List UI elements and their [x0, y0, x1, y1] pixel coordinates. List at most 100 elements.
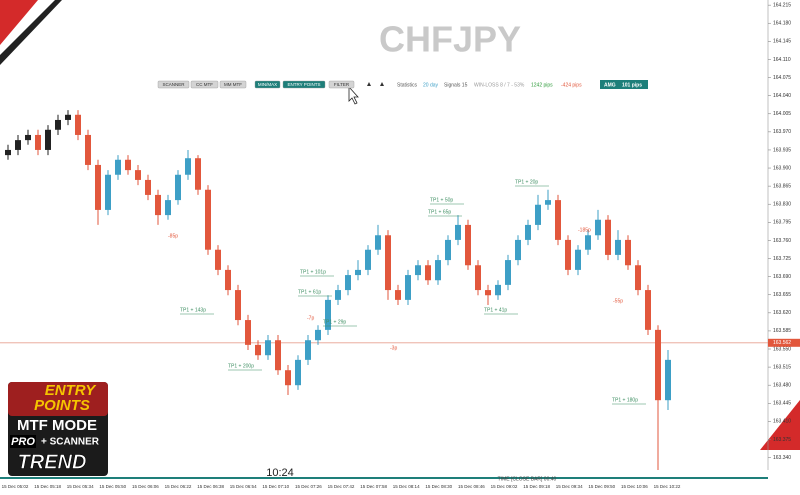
candle-body [65, 114, 71, 120]
x-tick-label: 15 Dec 07:42 [328, 484, 355, 489]
y-tick-label: 163.795 [773, 220, 791, 226]
annotation: TP1 + 20p [515, 179, 538, 185]
toolbar-button[interactable] [282, 80, 326, 89]
corner-stripe [0, 0, 62, 65]
candle-body [115, 159, 121, 175]
x-tick-label: 15 Dec 07:58 [360, 484, 387, 489]
candle-body [665, 359, 671, 401]
toolbar-button[interactable] [254, 80, 281, 89]
candle-body [255, 344, 261, 356]
toolbar-button-label[interactable]: SCANNER [162, 82, 185, 87]
toolbar-button-label[interactable]: MIN/MAX [258, 82, 277, 87]
x-tick-label: 15 Dec 09:50 [588, 484, 615, 489]
y-tick-label: 163.900 [773, 165, 791, 171]
candle-body [25, 134, 31, 141]
candle-body [615, 239, 621, 255]
clock: 10:24 [266, 467, 294, 479]
arrow-icon [380, 82, 384, 86]
candle-body [45, 129, 51, 150]
logo-text: ENTRY [45, 382, 98, 399]
logo-band [8, 382, 108, 416]
candle-body [265, 340, 271, 356]
candle-body [415, 265, 421, 276]
toolbar-button[interactable] [157, 80, 190, 89]
candle-body [135, 170, 141, 180]
annotation: -185p [578, 227, 591, 233]
x-tick-label: 15 Dec 10:22 [654, 484, 681, 489]
candle-body [5, 149, 11, 156]
y-tick-label: 163.690 [773, 274, 791, 280]
y-tick-label: 164.005 [773, 111, 791, 117]
annotation: TP1 + 65p [428, 209, 451, 215]
annotation: TP1 + 50p [430, 197, 453, 203]
candle-body [575, 249, 581, 270]
candle-body [105, 174, 111, 210]
annotation: -55p [613, 298, 623, 304]
candle-body [485, 290, 491, 296]
y-tick-label: 163.760 [773, 238, 791, 244]
stat-profit: 1242 pips [531, 82, 553, 88]
candle-body [315, 329, 321, 341]
candle-body [195, 158, 201, 190]
x-tick-label: 15 Dec 06:22 [165, 484, 192, 489]
annotation: -3p [390, 345, 397, 351]
price-line-label: 163.562 [773, 340, 791, 346]
x-tick-label: 15 Dec 09:18 [523, 484, 550, 489]
candle-body [585, 235, 591, 250]
x-tick-label: 15 Dec 08:30 [425, 484, 452, 489]
candle-body [455, 224, 461, 240]
candle-body [555, 200, 561, 240]
y-tick-label: 164.075 [773, 75, 791, 81]
toolbar-button[interactable] [219, 80, 247, 89]
logo-text: TREND [18, 451, 87, 473]
stat-win-loss: WIN-LOSS 8 / 7 - 53% [474, 82, 525, 88]
y-tick-label: 163.585 [773, 328, 791, 334]
x-tick-label: 15 Dec 05:50 [99, 484, 126, 489]
stat-days: 20 day [423, 82, 439, 88]
toolbar-button-label[interactable]: ENTRY POINTS [287, 82, 320, 87]
annotation: TP1 + 61p [298, 289, 321, 295]
candle-body [595, 219, 601, 236]
candle-body [125, 159, 131, 171]
candle-body [345, 275, 351, 291]
stat-label: Statistics [397, 82, 418, 88]
candle-body [445, 239, 451, 261]
candle-body [305, 340, 311, 360]
toolbar-button[interactable] [328, 80, 355, 89]
candle-body [635, 265, 641, 291]
y-tick-label: 163.620 [773, 310, 791, 316]
toolbar-button[interactable] [190, 80, 219, 89]
logo-pro-box [10, 435, 36, 448]
annotation: TP1 + 29p [323, 319, 346, 325]
y-tick-label: 163.725 [773, 256, 791, 262]
toolbar-button-label[interactable]: CC MTF [196, 82, 213, 87]
candle-body [425, 265, 431, 281]
annotation: TP1 + 200p [228, 363, 254, 369]
y-tick-label: 164.040 [773, 93, 791, 99]
candle-body [625, 239, 631, 266]
y-tick-label: 163.550 [773, 346, 791, 352]
candle-body [295, 359, 301, 386]
x-tick-label: 15 Dec 07:10 [262, 484, 289, 489]
toolbar-button-label[interactable]: FILTER [334, 82, 350, 87]
candle-body [245, 320, 251, 345]
amg-label: AMG [604, 82, 616, 88]
candle-body [355, 269, 361, 276]
corner-stripe [760, 400, 800, 450]
annotation: TP1 + 101p [300, 269, 326, 275]
toolbar-button-label[interactable]: MM MTF [224, 82, 242, 87]
logo-text: POINTS [34, 397, 90, 414]
candle-body [285, 370, 291, 386]
candle-body [155, 194, 161, 216]
x-tick-label: 15 Dec 06:54 [230, 484, 257, 489]
candle-body [655, 329, 661, 401]
y-tick-label: 163.340 [773, 455, 791, 461]
candle-body [55, 119, 61, 130]
y-tick-label: 163.865 [773, 183, 791, 189]
x-tick-label: 15 Dec 09:34 [556, 484, 583, 489]
candle-body [175, 174, 181, 201]
annotation: -85p [168, 233, 178, 239]
candle-body [275, 340, 281, 371]
y-tick-label: 164.110 [773, 57, 791, 63]
